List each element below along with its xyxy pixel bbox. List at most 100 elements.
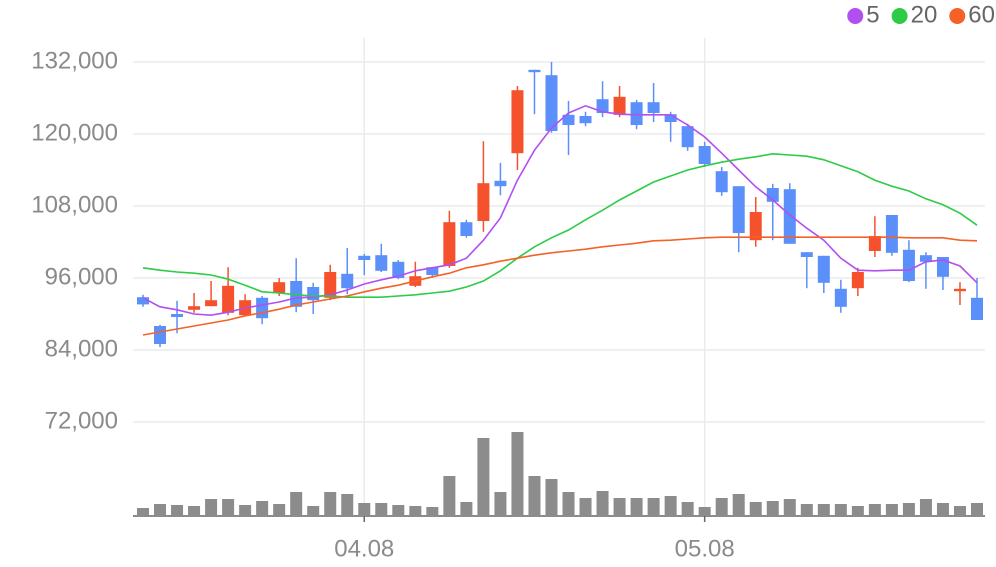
candle-body [868, 236, 881, 251]
volume-bar [409, 506, 422, 516]
volume-bar [239, 505, 252, 516]
candle-body [290, 281, 303, 307]
ma-line [142, 236, 978, 336]
candle-body [443, 222, 456, 266]
volume-bar [494, 492, 507, 516]
legend-marker [949, 8, 966, 24]
candle-body [783, 189, 796, 244]
volume-bar [647, 498, 660, 516]
volume-bar [681, 502, 694, 516]
candle-body [749, 212, 762, 241]
candle-body [358, 255, 371, 260]
volume-bar [800, 504, 813, 516]
volume-bar [562, 492, 575, 516]
y-tick-label: 108,000 [31, 191, 118, 218]
candle-body [171, 314, 184, 317]
volume-bar [885, 504, 898, 516]
y-tick-label: 120,000 [31, 119, 118, 146]
candle-body [851, 272, 864, 289]
candle-body [885, 215, 898, 253]
x-tick-label: 04.08 [334, 535, 394, 562]
volume-bar [307, 506, 320, 516]
candle-body [494, 180, 507, 187]
candle-body [613, 96, 626, 115]
volume-bar [834, 504, 847, 516]
candle-body [715, 171, 728, 193]
candle-body [273, 282, 286, 293]
legend-label: 60 [968, 1, 995, 28]
volume-bar [971, 503, 983, 516]
candle-body [562, 114, 575, 125]
candle-body [698, 146, 711, 164]
volume-bar [154, 504, 167, 516]
ma-line [142, 152, 978, 298]
volume-bar [749, 502, 762, 516]
volume-bar [443, 476, 456, 516]
candle-body [800, 252, 813, 257]
volume-bar [137, 508, 149, 516]
candle-body [664, 114, 677, 122]
candle-body [919, 255, 932, 262]
volume-bar [664, 496, 677, 516]
volume-bar [426, 507, 439, 516]
candle-body [732, 186, 745, 233]
candle-body [953, 288, 966, 292]
volume-bar [273, 504, 286, 516]
candle-body [205, 300, 218, 307]
volume-bar [868, 504, 881, 516]
candle-body [188, 306, 201, 310]
volume-bar [715, 498, 728, 516]
volume-bar [324, 492, 337, 516]
candle-body [426, 267, 439, 275]
volume-bar [579, 498, 592, 516]
candle-body [307, 287, 320, 301]
legend-marker [847, 8, 864, 24]
volume-bar [817, 504, 830, 516]
candle-body [834, 288, 847, 307]
volume-bar [783, 499, 796, 516]
volume-bar [171, 505, 184, 516]
candle-body [324, 272, 337, 298]
volume-bar [698, 507, 711, 516]
legend-label: 20 [911, 1, 938, 28]
volume-bar [732, 494, 745, 516]
volume-bar [392, 505, 405, 516]
volume-bar [613, 498, 626, 516]
candle-body [630, 102, 643, 125]
candle-body [222, 285, 235, 313]
candle-body [392, 261, 405, 278]
candle-body [936, 257, 949, 277]
volume-bar [545, 479, 558, 516]
candle-body [460, 222, 473, 236]
candle-body [375, 255, 388, 271]
volume-bar [851, 506, 864, 516]
volume-bar [511, 432, 524, 516]
candle-body [902, 249, 915, 281]
volume-bar [460, 502, 473, 516]
candle-body [545, 75, 558, 131]
volume-bar [477, 438, 490, 516]
candle-body [341, 273, 354, 289]
candle-body [971, 297, 983, 320]
volume-bar [936, 503, 949, 516]
legend-marker [891, 8, 908, 24]
volume-bar [919, 499, 932, 516]
ma-line [142, 104, 978, 317]
candle-body [256, 297, 269, 319]
y-tick-label: 72,000 [45, 407, 118, 434]
candle-body [137, 297, 149, 305]
candle-body [596, 99, 609, 113]
volume-bar [222, 499, 235, 516]
volume-bar [528, 476, 541, 516]
volume-bar [902, 503, 915, 516]
y-tick-label: 132,000 [31, 47, 118, 74]
volume-bar [341, 494, 354, 516]
volume-bar [205, 499, 218, 516]
candle-body [579, 116, 592, 124]
volume-bar [766, 501, 779, 516]
candle-body [647, 102, 660, 113]
candle-body [477, 183, 490, 221]
y-tick-label: 96,000 [45, 263, 118, 290]
volume-bar [256, 501, 269, 516]
